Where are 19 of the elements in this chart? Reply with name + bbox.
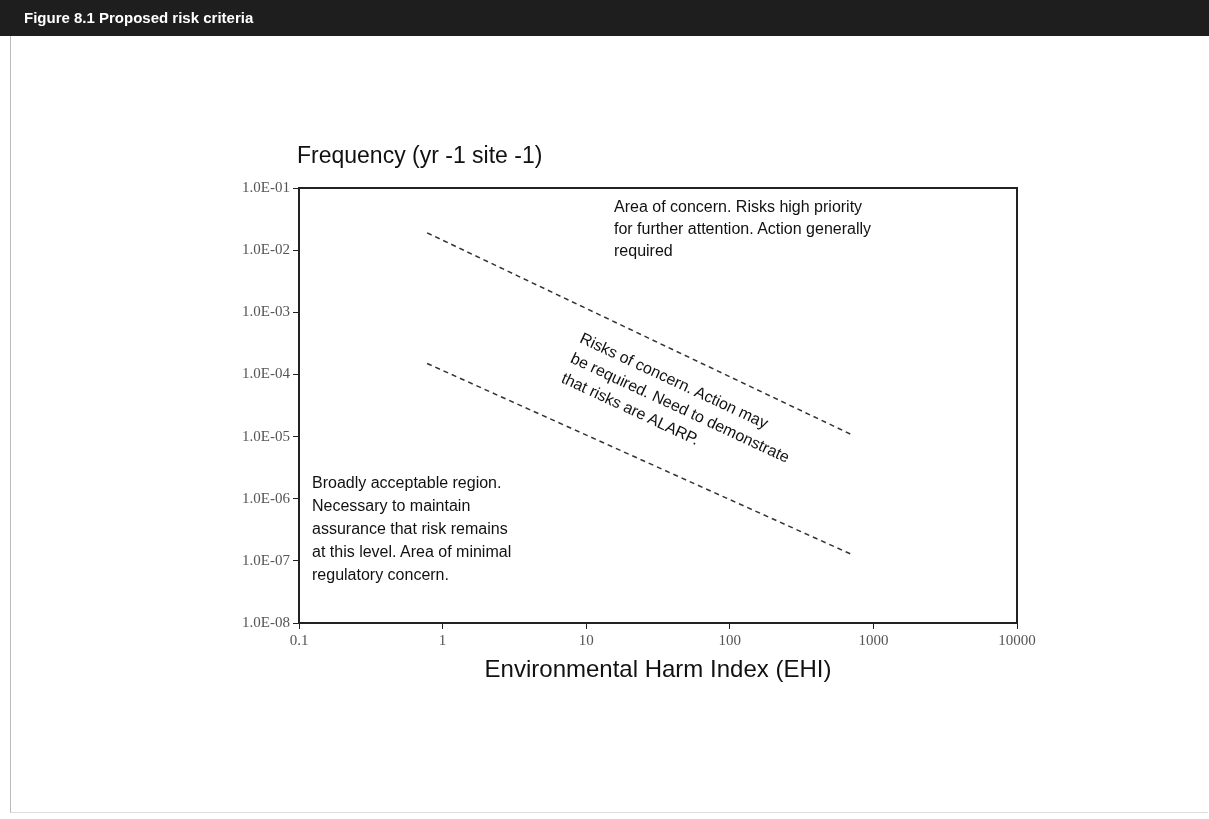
y-tick-label: 1.0E-02 (242, 241, 290, 258)
x-tick-label: 10000 (998, 631, 1036, 648)
annotation: Area of concern. Risks high priority for further attention. Action generally required (614, 197, 872, 261)
text: Figure 8.1 Proposed risk criteria (0, 0, 1209, 36)
y-tick-label: 1.0E-01 (242, 178, 290, 195)
y-tick-label: 1.0E-03 (242, 303, 290, 320)
x-tick-label: 10 (578, 631, 594, 648)
x-tick-label: 100 (718, 631, 742, 648)
y-tick-label: 1.0E-06 (242, 489, 291, 506)
y-tick-label: 1.0E-07 (242, 551, 291, 568)
y-tick-label: 1.0E-05 (242, 427, 290, 444)
y-axis-title: Frequency (yr -1 site -1) (297, 142, 543, 169)
x-tick-label: 0.1 (289, 631, 309, 648)
annotation: Broadly acceptable region. Necessary to maintain assurance that risk remains at this level. Area of minimal regulatory concern. (312, 473, 512, 585)
x-tick-label: 1000 (858, 631, 889, 648)
y-tick-label: 1.0E-08 (242, 613, 290, 630)
x-tick-label: 1 (438, 631, 447, 648)
x-axis-title: Environmental Harm Index (EHI) (484, 655, 832, 683)
y-tick-label: 1.0E-04 (242, 365, 291, 382)
